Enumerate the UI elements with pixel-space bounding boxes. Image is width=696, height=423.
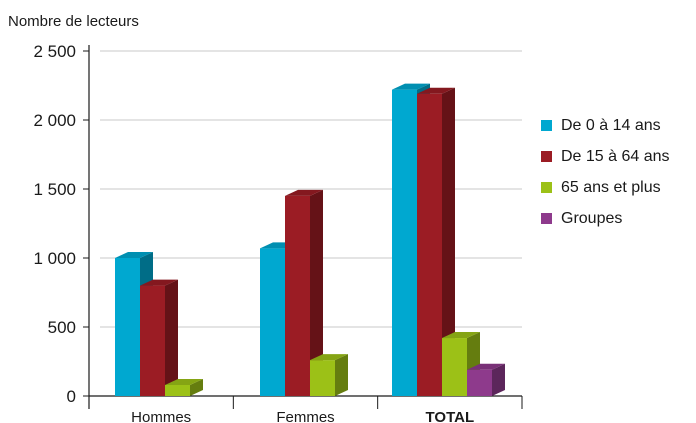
x-tick-label: Hommes bbox=[131, 409, 191, 423]
bar-top bbox=[165, 378, 203, 385]
bar-front bbox=[285, 195, 310, 396]
y-tick-label: 2 000 bbox=[33, 111, 76, 130]
bar-side bbox=[310, 189, 323, 396]
legend-label: De 0 à 14 ans bbox=[561, 116, 661, 134]
legend-label: 65 ans et plus bbox=[561, 178, 661, 196]
y-tick-label: 500 bbox=[48, 318, 76, 337]
bar-side bbox=[492, 363, 505, 396]
bar-top bbox=[417, 87, 455, 94]
bar bbox=[140, 279, 178, 396]
x-tick-label: Femmes bbox=[276, 409, 334, 423]
bar-top bbox=[467, 363, 505, 370]
bar bbox=[442, 332, 480, 396]
bar-top bbox=[442, 332, 480, 339]
bar-front bbox=[442, 338, 467, 396]
legend-swatch bbox=[541, 151, 552, 162]
x-tick-labels: Hommes Femmes TOTAL bbox=[131, 409, 474, 423]
y-tick-label: 1 500 bbox=[33, 180, 76, 199]
bar-front bbox=[392, 89, 417, 396]
bar bbox=[310, 354, 348, 396]
y-tick-label: 0 bbox=[67, 387, 76, 406]
y-tick-label: 1 000 bbox=[33, 249, 76, 268]
legend-item: De 0 à 14 ans bbox=[541, 110, 670, 141]
legend-item: 65 ans et plus bbox=[541, 172, 670, 203]
bar-front bbox=[310, 360, 335, 396]
bar bbox=[467, 363, 505, 396]
bar-top bbox=[115, 252, 153, 258]
y-axis-title: Nombre de lecteurs bbox=[8, 13, 139, 30]
bar-front bbox=[165, 384, 190, 396]
bar-side bbox=[442, 87, 455, 396]
legend-swatch bbox=[541, 213, 552, 224]
bar-top bbox=[285, 189, 323, 196]
bar-front bbox=[140, 285, 165, 396]
bar bbox=[165, 378, 203, 396]
bar-front bbox=[260, 248, 285, 396]
bar-side bbox=[335, 354, 348, 396]
bar-top bbox=[310, 354, 348, 361]
x-tick-label: TOTAL bbox=[426, 409, 475, 423]
bar bbox=[417, 87, 455, 396]
y-tick-labels: 0 500 1 000 1 500 2 000 2 500 bbox=[33, 42, 76, 406]
bar-front bbox=[115, 258, 140, 396]
bar-side bbox=[165, 279, 178, 396]
bar-front bbox=[467, 369, 492, 396]
bars bbox=[115, 83, 505, 396]
legend-item: Groupes bbox=[541, 203, 670, 234]
bar-top bbox=[140, 279, 178, 286]
legend-item: De 15 à 64 ans bbox=[541, 141, 670, 172]
legend-swatch bbox=[541, 182, 552, 193]
legend-label: De 15 à 64 ans bbox=[561, 147, 670, 165]
bar bbox=[285, 189, 323, 396]
bar-side bbox=[190, 378, 203, 396]
legend-swatch bbox=[541, 120, 552, 131]
y-tick-label: 2 500 bbox=[33, 42, 76, 61]
bar-front bbox=[417, 93, 442, 396]
legend: De 0 à 14 ans De 15 à 64 ans 65 ans et plu… bbox=[541, 110, 670, 234]
legend-label: Groupes bbox=[561, 209, 623, 227]
bar-top bbox=[392, 83, 430, 90]
